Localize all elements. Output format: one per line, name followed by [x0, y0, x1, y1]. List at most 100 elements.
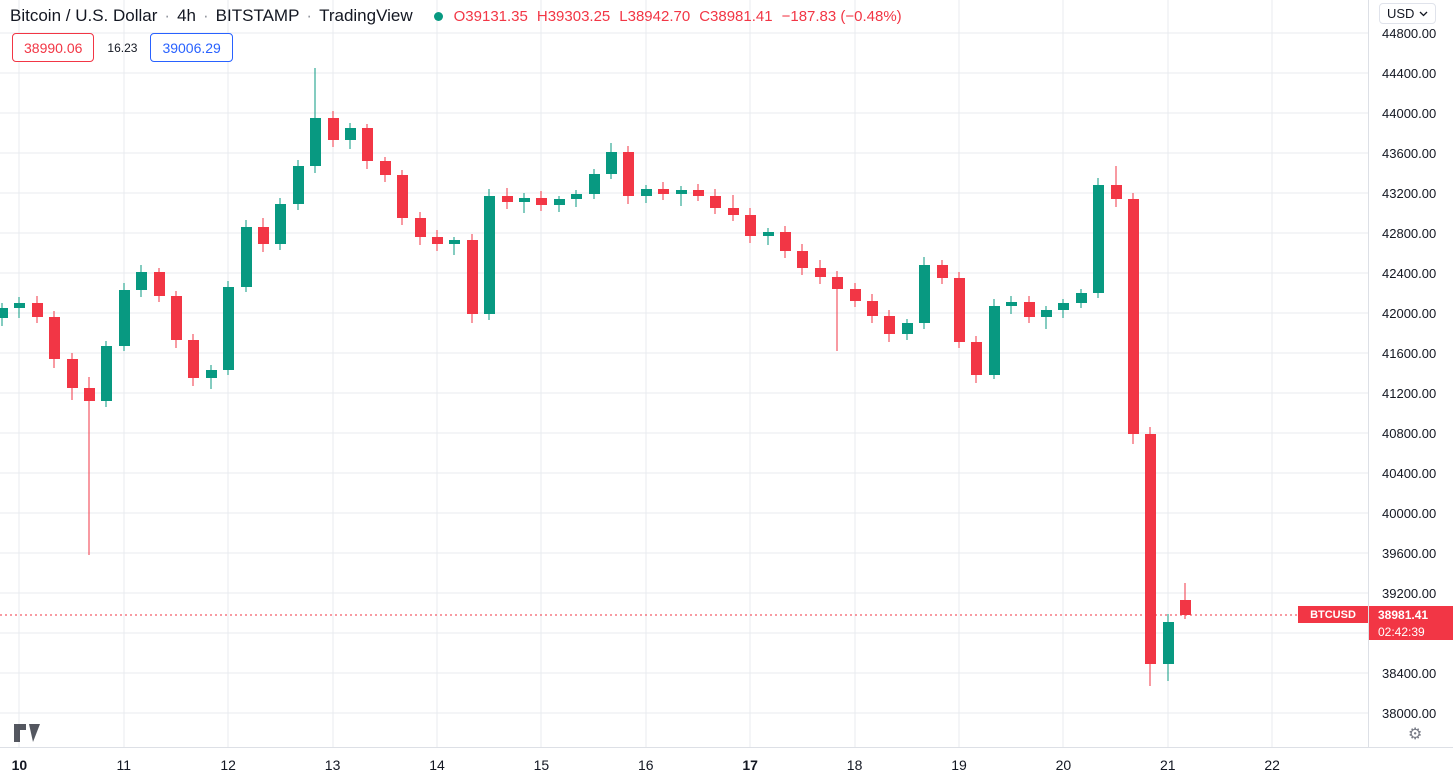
- spread-value: 16.23: [107, 40, 138, 55]
- exchange-label[interactable]: BITSTAMP: [215, 6, 300, 25]
- countdown-tag: 02:42:39: [1369, 623, 1453, 640]
- candle-body: [884, 316, 895, 334]
- buy-button[interactable]: 39006.29: [150, 33, 233, 62]
- candle-body: [101, 346, 112, 401]
- brand-label[interactable]: TradingView: [319, 6, 413, 25]
- price-scale-label: 43600.00: [1382, 146, 1437, 161]
- price-scale-label: 39600.00: [1382, 546, 1437, 561]
- separator-dot: ·: [164, 6, 171, 25]
- price-change: −187.83 (−0.48%): [781, 7, 902, 25]
- candle-body: [415, 218, 426, 237]
- price-scale-label: 40800.00: [1382, 426, 1437, 441]
- chart-plot-area[interactable]: BTCUSD: [0, 0, 1368, 747]
- time-scale-label: 16: [638, 757, 654, 773]
- ohlc-open: O39131.35: [453, 7, 528, 25]
- candle-body: [589, 174, 600, 194]
- currency-selector-button[interactable]: USD: [1379, 3, 1437, 24]
- candle-body: [710, 196, 721, 208]
- separator-dot: ·: [306, 6, 313, 25]
- candle-body: [310, 118, 321, 166]
- candle-body: [1041, 310, 1052, 317]
- price-axis[interactable]: USD 38981.41 02:42:39 ⚙ 44800.00 44400.00…: [1368, 0, 1453, 747]
- candle-body: [84, 388, 95, 401]
- candle-body: [745, 215, 756, 236]
- time-scale-label: 18: [846, 757, 863, 773]
- candle-body: [502, 196, 513, 202]
- chart-legend: Bitcoin / U.S. Dollar · 4h · BITSTAMP · …: [10, 6, 911, 26]
- candle-body: [119, 290, 130, 346]
- candle-body: [1128, 199, 1139, 434]
- candle-body: [258, 227, 269, 244]
- candle-body: [519, 198, 530, 202]
- price-scale-label: 44400.00: [1382, 66, 1437, 81]
- candle-body: [32, 303, 43, 317]
- time-scale-label: 14: [429, 757, 445, 773]
- time-axis[interactable]: 10 11 12 13 14 15 16 17 18 19 20 21 22: [0, 747, 1453, 783]
- candle-body: [606, 152, 617, 174]
- candle-body: [171, 296, 182, 340]
- price-scale-label: 40400.00: [1382, 466, 1437, 481]
- candle-body: [658, 189, 669, 194]
- candle-body: [14, 303, 25, 308]
- price-scale-label: 39200.00: [1382, 586, 1437, 601]
- candle-body: [345, 128, 356, 140]
- candle-body: [293, 166, 304, 204]
- symbol-title[interactable]: Bitcoin / U.S. Dollar: [10, 6, 158, 25]
- candle-body: [554, 199, 565, 205]
- candle-body: [693, 190, 704, 196]
- candle-body: [432, 237, 443, 244]
- trade-buttons-row: 38990.06 16.23 39006.29: [12, 33, 233, 62]
- ohlc-close: C38981.41: [699, 7, 773, 25]
- price-scale-label: 42000.00: [1382, 306, 1437, 321]
- candle-body: [971, 342, 982, 375]
- candle-body: [449, 240, 460, 244]
- price-scale-settings-gear-icon[interactable]: ⚙: [1408, 724, 1423, 743]
- candle-body: [867, 301, 878, 316]
- ticker-price-tag: BTCUSD: [1298, 606, 1368, 623]
- candle-body: [1058, 303, 1069, 310]
- countdown-value: 02:42:39: [1378, 624, 1425, 639]
- candle-body: [206, 370, 217, 378]
- price-scale-label: 43200.00: [1382, 186, 1437, 201]
- axis-price-tag: 38981.41: [1369, 606, 1453, 623]
- time-scale-label: 11: [116, 757, 132, 773]
- candle-body: [1180, 600, 1191, 615]
- candle-body: [467, 240, 478, 314]
- candle-body: [623, 152, 634, 196]
- candle-body: [954, 278, 965, 342]
- price-scale-label: 41600.00: [1382, 346, 1437, 361]
- ticker-tag-label: BTCUSD: [1310, 608, 1356, 621]
- candle-body: [0, 308, 8, 318]
- price-scale-label: 41200.00: [1382, 386, 1437, 401]
- candle-body: [763, 232, 774, 236]
- market-status-dot-icon[interactable]: [433, 11, 443, 21]
- candlestick-chart[interactable]: [0, 0, 1368, 747]
- time-scale-label: 10: [11, 757, 28, 773]
- sell-button[interactable]: 38990.06: [12, 33, 95, 62]
- candle-body: [797, 251, 808, 268]
- candle-body: [1163, 622, 1174, 664]
- ohlc-low: L38942.70: [619, 7, 691, 25]
- time-scale-label: 20: [1055, 757, 1072, 773]
- interval-label[interactable]: 4h: [177, 6, 196, 25]
- candle-body: [641, 189, 652, 196]
- candle-body: [676, 190, 687, 194]
- candle-body: [815, 268, 826, 277]
- candle-body: [1145, 434, 1156, 664]
- candle-body: [902, 323, 913, 334]
- candle-body: [989, 306, 1000, 375]
- price-scale-label: 42400.00: [1382, 266, 1437, 281]
- candle-body: [49, 317, 60, 359]
- time-scale-label: 13: [324, 757, 341, 773]
- time-scale-label: 15: [533, 757, 550, 773]
- ohlc-high: H39303.25: [536, 7, 611, 25]
- candle-body: [223, 287, 234, 370]
- price-scale-label: 42800.00: [1382, 226, 1437, 241]
- tradingview-logo-icon: [14, 724, 40, 742]
- candle-body: [937, 265, 948, 278]
- candle-body: [1006, 302, 1017, 306]
- candle-body: [188, 340, 199, 378]
- candle-body: [780, 232, 791, 251]
- candle-body: [571, 194, 582, 199]
- candle-body: [832, 277, 843, 289]
